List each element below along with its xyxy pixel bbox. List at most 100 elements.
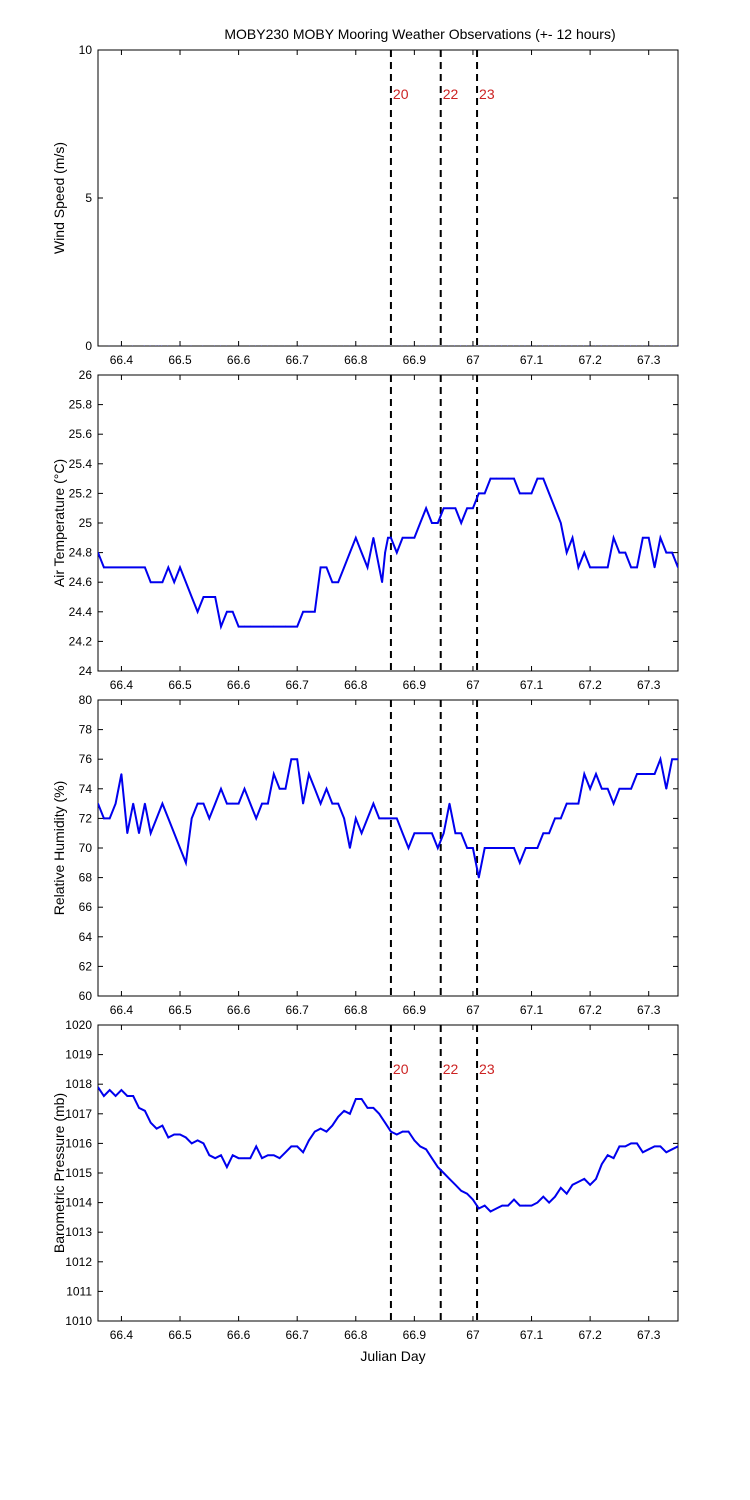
data-point [419, 522, 422, 524]
data-point [372, 537, 375, 539]
data-point [460, 832, 463, 834]
data-point [513, 1198, 515, 1201]
data-point [208, 817, 211, 820]
data-point [226, 611, 228, 613]
x-tick-label: 67.3 [637, 353, 661, 367]
data-point [343, 566, 345, 569]
event-label-22: 22 [443, 86, 459, 102]
data-point [372, 802, 375, 805]
x-tick-label: 66.5 [168, 1003, 192, 1017]
data-point [337, 802, 340, 805]
y-tick-label: 1015 [65, 1166, 92, 1180]
data-point [155, 817, 158, 820]
data-point [381, 581, 383, 583]
data-point [472, 507, 474, 510]
data-point [659, 758, 662, 760]
x-tick-label: 67.2 [578, 678, 602, 692]
data-point [360, 1098, 363, 1100]
data-point [519, 862, 521, 864]
data-point [513, 847, 515, 849]
data-point [217, 611, 219, 613]
data-point [478, 876, 480, 879]
data-point [196, 1139, 199, 1142]
x-tick-label: 66.5 [168, 353, 192, 367]
x-tick-label: 66.8 [344, 1328, 368, 1342]
data-point [202, 802, 205, 805]
data-point [507, 1204, 509, 1207]
y-tick-label: 62 [79, 959, 93, 973]
data-point [448, 507, 451, 510]
data-point [647, 773, 650, 775]
data-point [325, 788, 328, 790]
data-point [630, 1142, 632, 1145]
y-tick-label: 25.8 [69, 398, 93, 412]
data-point [454, 1184, 457, 1186]
data-point [108, 817, 111, 820]
y-tick-label: 25.2 [69, 486, 93, 500]
x-tick-label: 67.3 [637, 1003, 661, 1017]
data-point [208, 596, 211, 598]
data-point [618, 1145, 621, 1148]
x-tick-label: 66.9 [403, 353, 427, 367]
data-point [161, 802, 164, 805]
data-point [108, 1089, 111, 1091]
data-point [331, 581, 334, 583]
data-point [255, 1145, 257, 1148]
data-point [583, 1178, 586, 1180]
data-point [419, 1145, 422, 1148]
data-point [179, 1133, 181, 1136]
data-point [454, 832, 457, 834]
data-point [167, 1136, 170, 1139]
y-tick-label: 24.8 [69, 546, 93, 560]
data-point [261, 802, 263, 805]
data-point [349, 1113, 351, 1115]
data-point [601, 566, 603, 569]
data-point [349, 847, 351, 849]
data-point [308, 1139, 310, 1142]
data-point [606, 1154, 609, 1157]
data-point [407, 1130, 410, 1133]
data-point [290, 758, 293, 760]
x-tick-label: 67 [466, 1003, 480, 1017]
data-point [319, 1127, 322, 1130]
data-point [313, 788, 316, 790]
data-point [337, 1115, 340, 1118]
data-point [548, 832, 550, 834]
data-point [595, 1178, 597, 1180]
data-point [243, 1157, 246, 1159]
data-point [185, 581, 187, 583]
y-tick-label: 1014 [65, 1196, 92, 1210]
data-point [636, 773, 638, 775]
data-point [302, 802, 304, 805]
x-tick-label: 67.2 [578, 1328, 602, 1342]
y-tick-label: 0 [85, 339, 92, 353]
data-point [120, 773, 123, 775]
data-point [407, 847, 410, 849]
x-tick-label: 66.9 [403, 1328, 427, 1342]
data-point [489, 477, 492, 480]
data-point [565, 1192, 568, 1195]
y-axis-title: Relative Humidity (%) [51, 781, 67, 916]
data-point [612, 1157, 615, 1159]
x-tick-label: 66.4 [110, 678, 134, 692]
y-tick-label: 24.6 [69, 575, 93, 589]
data-point [103, 1095, 105, 1097]
data-point [642, 773, 644, 775]
data-point [366, 817, 369, 820]
x-tick-label: 66.7 [286, 678, 310, 692]
x-tick-label: 67.1 [520, 678, 544, 692]
data-point [144, 802, 146, 805]
data-point [595, 773, 597, 775]
data-point [220, 625, 222, 628]
data-point [190, 1142, 193, 1145]
data-point [665, 788, 668, 790]
data-point [659, 1145, 662, 1148]
data-point [302, 611, 304, 613]
data-point [349, 551, 351, 554]
data-point [144, 566, 146, 569]
data-point [448, 802, 451, 805]
y-tick-label: 1017 [65, 1107, 92, 1121]
data-point [387, 537, 389, 539]
data-point [179, 566, 181, 569]
data-point [483, 1204, 486, 1207]
